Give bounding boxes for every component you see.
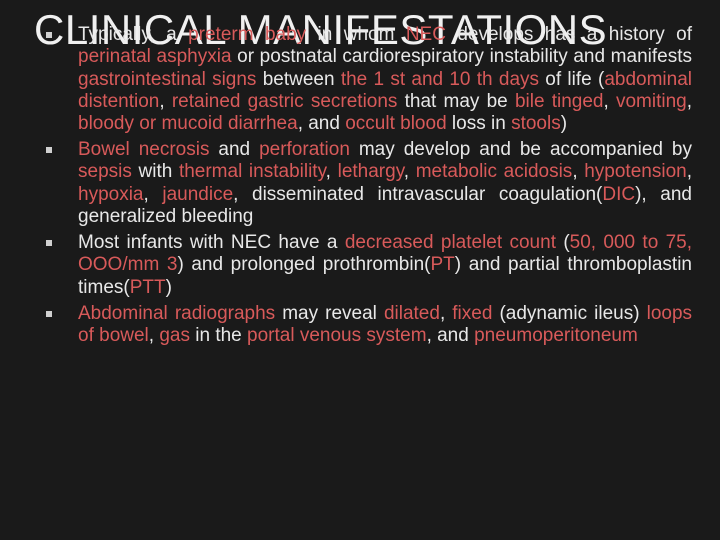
body-text: loss in xyxy=(452,113,511,134)
highlight-text: vomiting xyxy=(616,91,687,112)
body-text: in whom xyxy=(318,24,406,45)
highlight-text: hypotension xyxy=(584,161,686,182)
highlight-text: dilated xyxy=(384,303,440,324)
bullet-item: Abdominal radiographs may reveal dilated… xyxy=(60,303,692,347)
body-text: , xyxy=(440,303,452,324)
highlight-text: the 1 st and 10 th days xyxy=(341,69,545,90)
body-text: develops has a history of xyxy=(457,24,692,45)
body-text: and xyxy=(218,139,259,160)
body-text: , and xyxy=(427,325,475,346)
highlight-text: sepsis xyxy=(78,161,139,182)
highlight-text: occult blood xyxy=(345,113,452,134)
highlight-text: PT xyxy=(431,254,455,275)
highlight-text: DIC xyxy=(602,184,635,205)
body-text: with xyxy=(139,161,179,182)
slide: CLINICAL MANIFESTATIONS Typically, a pre… xyxy=(0,0,720,540)
highlight-text: stools xyxy=(511,113,561,134)
highlight-text: preterm baby xyxy=(188,24,317,45)
highlight-text: retained gastric secretions xyxy=(172,91,405,112)
bullet-item: Typically, a preterm baby in whom NEC de… xyxy=(60,24,692,135)
body-text: , xyxy=(572,161,584,182)
highlight-text: bile tinged xyxy=(515,91,604,112)
highlight-text: decreased platelet count xyxy=(345,232,563,253)
bullet-item: Bowel necrosis and perforation may devel… xyxy=(60,139,692,228)
body-text: , xyxy=(149,325,160,346)
body-text: , disseminated intravascular coagulation… xyxy=(233,184,602,205)
highlight-text: thermal instability xyxy=(179,161,326,182)
body-text: may reveal xyxy=(282,303,384,324)
highlight-text: PTT xyxy=(130,277,166,298)
highlight-text: Abdominal radiographs xyxy=(78,303,282,324)
body-text: may develop and be accompanied by xyxy=(359,139,692,160)
highlight-text: portal venous system xyxy=(247,325,427,346)
body-text: or postnatal cardiorespiratory instabili… xyxy=(237,46,692,67)
highlight-text: fixed xyxy=(452,303,499,324)
highlight-text: gas xyxy=(159,325,195,346)
body-text: , xyxy=(687,161,692,182)
body-text: ) and prolonged prothrombin( xyxy=(177,254,430,275)
body-text: , xyxy=(159,91,171,112)
highlight-text: NEC xyxy=(406,24,458,45)
highlight-text: Bowel necrosis xyxy=(78,139,218,160)
highlight-text: perinatal asphyxia xyxy=(78,46,237,67)
body-text: , xyxy=(604,91,616,112)
body-text: , xyxy=(326,161,338,182)
highlight-text: perforation xyxy=(259,139,359,160)
highlight-text: metabolic acidosis xyxy=(416,161,573,182)
highlight-text: gastrointestinal signs xyxy=(78,69,263,90)
body-text: ) xyxy=(166,277,172,298)
body-text: in the xyxy=(195,325,247,346)
highlight-text: bloody or mucoid diarrhea xyxy=(78,113,298,134)
body-text: ) xyxy=(561,113,567,134)
highlight-text: hypoxia xyxy=(78,184,144,205)
body-text: Most infants with NEC have a xyxy=(78,232,345,253)
body-text: Typically, a xyxy=(78,24,188,45)
body-text: , and xyxy=(298,113,346,134)
body-text: (adynamic ileus) xyxy=(499,303,646,324)
body-text: , xyxy=(144,184,163,205)
highlight-text: pneumoperitoneum xyxy=(474,325,638,346)
bullet-list: Typically, a preterm baby in whom NEC de… xyxy=(40,24,692,347)
body-text: , xyxy=(687,91,692,112)
body-text: between xyxy=(263,69,341,90)
highlight-text: jaundice xyxy=(162,184,233,205)
body-text: , xyxy=(404,161,416,182)
highlight-text: lethargy xyxy=(338,161,404,182)
bullet-item: Most infants with NEC have a decreased p… xyxy=(60,232,692,299)
body-text: that may be xyxy=(405,91,515,112)
body-text: of life ( xyxy=(545,69,604,90)
